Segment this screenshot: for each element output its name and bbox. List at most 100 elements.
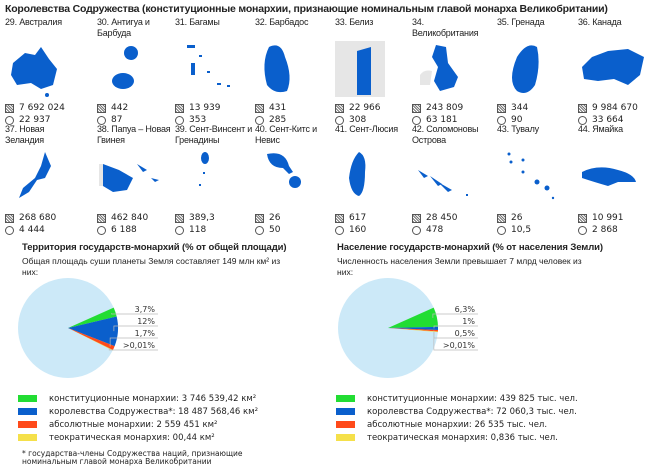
population-stat: 90 <box>497 115 522 125</box>
page-title: Королевства Содружества (конституционные… <box>5 3 608 15</box>
area-icon <box>412 213 421 223</box>
population-stat: 63 181 <box>412 115 458 125</box>
area-value: 10 991 <box>592 213 624 223</box>
area-value: 26 <box>511 213 523 223</box>
country-map-icon <box>507 152 555 200</box>
country-name: 39. Сент-Винсент и Гренадины <box>175 124 253 145</box>
area-value: 7 692 024 <box>19 103 65 113</box>
country-name: 41. Сент-Люсия <box>335 124 398 134</box>
area-stat: 344 <box>497 103 528 113</box>
leader-line <box>109 337 158 347</box>
population-value: 87 <box>111 115 123 125</box>
country-name: 40. Сент-Китс и Невис <box>255 124 317 145</box>
population-stat: 2 868 <box>578 225 618 235</box>
area-stat: 13 939 <box>175 103 221 113</box>
country-name: 38. Папуа – Новая Гвинея <box>97 124 171 145</box>
population-stat: 6 188 <box>97 225 137 235</box>
area-icon <box>97 103 106 113</box>
leader-line <box>113 325 158 332</box>
legend-swatch <box>336 421 355 428</box>
country-name: 43. Тувалу <box>497 124 539 134</box>
legend-swatch <box>336 408 355 415</box>
slice-label: >0,01% <box>123 341 156 350</box>
country-map-icon <box>335 41 385 97</box>
area-value: 462 840 <box>111 213 149 223</box>
pie-slice <box>68 328 113 351</box>
area-stat: 617 <box>335 213 366 223</box>
country-map-icon <box>99 164 159 192</box>
country-map-icon <box>418 170 468 196</box>
population-icon <box>97 225 106 235</box>
country-name: 33. Белиз <box>335 17 374 27</box>
legend-item: конституционные монархии: 3 746 539,42 к… <box>18 392 258 405</box>
area-stat: 243 809 <box>412 103 463 113</box>
leader-line <box>111 313 158 315</box>
population-icon <box>412 115 421 125</box>
area-stat: 9 984 670 <box>578 103 638 113</box>
pie-slice <box>388 328 438 332</box>
area-stat: 26 <box>255 213 280 223</box>
population-value: 6 188 <box>111 225 137 235</box>
area-value: 617 <box>349 213 367 223</box>
slice-label: 12% <box>137 317 155 326</box>
country-name: 42. Соломоновы Острова <box>412 124 479 145</box>
area-value: 431 <box>269 103 287 113</box>
population-value: 90 <box>511 115 523 125</box>
population-icon <box>97 115 106 125</box>
leader-line <box>108 348 158 351</box>
population-icon <box>497 225 506 235</box>
area-value: 13 939 <box>189 103 221 113</box>
population-value: 285 <box>269 115 287 125</box>
country-card: 34. Великобритания 243 809 63 181 <box>412 17 492 125</box>
country-name: 35. Гренада <box>497 17 545 27</box>
population-stat: 118 <box>175 225 206 235</box>
territory-pie-chart: 3,7% 12% 1,7% >0,01% <box>18 278 158 378</box>
footnote: * государства-члены Содружества наций, п… <box>22 449 243 466</box>
population-icon <box>255 115 264 125</box>
country-card: 41. Сент-Люсия 617 160 <box>335 124 415 235</box>
legend-label: конституционные монархии: 3 746 539,42 к… <box>49 393 257 404</box>
slice-label: 6,3% <box>455 305 476 314</box>
area-icon <box>97 213 106 223</box>
country-name: 30. Антигуа и Барбуда <box>97 17 150 38</box>
legend-label: теократическая монархия: 0,836 тыс. чел. <box>367 432 558 443</box>
legend-swatch <box>18 408 37 415</box>
legend-label: королевства Содружества*: 18 487 568,46 … <box>49 406 258 417</box>
country-map-icon <box>420 45 458 91</box>
legend-swatch <box>336 434 355 441</box>
area-value: 9 984 670 <box>592 103 638 113</box>
area-icon <box>578 213 587 223</box>
area-icon <box>412 103 421 113</box>
pie-slice <box>388 328 438 333</box>
population-legend: конституционные монархии: 439 825 тыс. ч… <box>336 392 578 444</box>
leader-line <box>433 325 478 329</box>
country-card: 40. Сент-Китс и Невис 26 50 <box>255 124 335 235</box>
legend-swatch <box>18 421 37 428</box>
population-icon <box>335 115 344 125</box>
area-icon <box>497 213 506 223</box>
population-stat: 353 <box>175 115 206 125</box>
country-map-icon <box>267 153 301 188</box>
country-map-icon <box>582 167 636 186</box>
territory-chart-title: Территория государств-монархий (% от общ… <box>22 242 287 253</box>
slice-label: 1,7% <box>135 329 156 338</box>
country-card: 31. Багамы 13 939 353 <box>175 17 255 125</box>
legend-swatch <box>18 395 37 402</box>
area-stat: 462 840 <box>97 213 148 223</box>
slice-label: 1% <box>462 317 475 326</box>
legend-swatch <box>18 434 37 441</box>
population-stat: 33 664 <box>578 115 624 125</box>
area-icon <box>255 213 264 223</box>
population-value: 308 <box>349 115 367 125</box>
country-map-icon <box>264 45 290 93</box>
area-icon <box>497 103 506 113</box>
population-icon <box>255 225 264 235</box>
country-card: 39. Сент-Винсент и Гренадины 389,3 118 <box>175 124 255 235</box>
area-icon <box>335 213 344 223</box>
population-value: 33 664 <box>592 115 624 125</box>
area-stat: 28 450 <box>412 213 458 223</box>
country-card: 36. Канада 9 984 670 33 664 <box>578 17 658 125</box>
area-stat: 22 966 <box>335 103 381 113</box>
legend-label: абсолютные монархии: 26 535 тыс. чел. <box>367 419 548 430</box>
